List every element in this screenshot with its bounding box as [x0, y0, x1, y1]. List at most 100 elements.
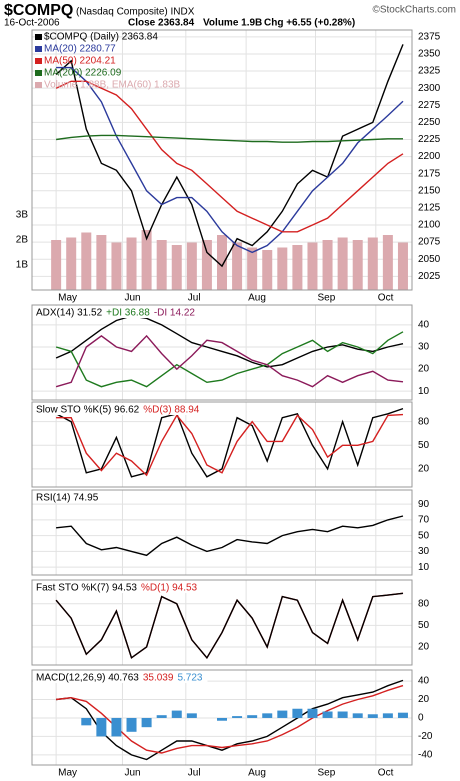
panel-border [31, 669, 413, 766]
bar [232, 716, 243, 718]
legend-label: %D(3) 88.94 [143, 405, 200, 416]
legend-label: MACD(12,26,9) 40.763 [36, 673, 139, 684]
legend-label: MA(50) 2204.21 [44, 56, 116, 67]
legend-swatch [35, 70, 42, 76]
line [55, 334, 404, 388]
bar [81, 717, 92, 726]
x-tick-label: Oct [378, 293, 394, 304]
bar [232, 242, 243, 290]
legend-swatch [35, 46, 42, 52]
y-tick-label: 2275 [418, 100, 441, 111]
legend-swatch [35, 58, 42, 64]
y-tick-label: -40 [418, 749, 433, 760]
line [55, 315, 404, 368]
y-tick-label: 2375 [418, 31, 441, 42]
y-tick-label: 30 [418, 342, 430, 353]
x-tick-label: Jun [124, 293, 140, 304]
y-tick-label: 2100 [418, 220, 441, 231]
x-tick-label: Aug [248, 293, 266, 304]
bar [337, 237, 348, 290]
bar [186, 242, 197, 290]
y-tick-label: 70 [418, 515, 430, 526]
y-tick-label: 50 [418, 440, 430, 451]
legend-label: +DI 36.88 [106, 308, 150, 319]
y-tick-label: 2225 [418, 134, 441, 145]
bar [141, 230, 152, 290]
close: Close 2363.84 [128, 18, 195, 29]
legend-label: MA(200) 2226.09 [44, 68, 122, 79]
y-tick-label: 2050 [418, 254, 441, 265]
bar [307, 708, 318, 718]
y-tick-label: 40 [418, 320, 430, 331]
y-tick-label: 2175 [418, 168, 441, 179]
panel-border [31, 29, 413, 291]
y-tick-label: 20 [418, 642, 430, 653]
legend-label: Slow STO %K(5) 96.62 [36, 405, 140, 416]
line [55, 44, 404, 268]
bar [156, 240, 167, 290]
legend-swatch [35, 34, 42, 40]
symbol: $COMPQ [4, 2, 73, 19]
y2-tick-label: 1B [16, 260, 29, 271]
bar [247, 715, 258, 718]
x-tick-label: Sep [317, 293, 335, 304]
panel-border [31, 489, 413, 576]
legend-label: %D(1) 94.53 [141, 583, 198, 594]
bar [201, 240, 212, 290]
bar [397, 242, 408, 290]
volume: Volume 1.9B [203, 18, 262, 29]
legend-bg [33, 671, 208, 683]
x-tick-label: May [58, 768, 77, 779]
legend-bg [33, 581, 203, 593]
bar [337, 711, 348, 718]
bar [96, 717, 107, 737]
bar [186, 713, 197, 718]
legend-bg [33, 306, 200, 318]
panel-frame [31, 304, 413, 401]
bar [322, 711, 333, 718]
x-tick-label: Aug [248, 768, 266, 779]
y-tick-label: 20 [418, 694, 430, 705]
line [56, 134, 403, 143]
panel-border [31, 401, 413, 488]
y-tick-label: 2350 [418, 49, 441, 60]
bar [352, 713, 363, 718]
x-tick-label: Jun [124, 768, 140, 779]
x-tick-label: May [58, 293, 77, 304]
bar [307, 242, 318, 290]
y-tick-label: 2325 [418, 66, 441, 77]
legend-swatch [35, 82, 42, 88]
bar [382, 235, 393, 290]
legend-label: MA(20) 2280.77 [44, 44, 116, 55]
y-tick-label: 20 [418, 464, 430, 475]
y-tick-label: 10 [418, 562, 430, 573]
legend-label: ADX(14) 31.52 [36, 308, 103, 319]
legend-label: $COMPQ (Daily) 2363.84 [44, 32, 158, 43]
line [55, 331, 404, 388]
bar [217, 717, 227, 721]
bar [66, 237, 77, 290]
y-tick-label: 20 [418, 364, 430, 375]
bar [96, 235, 107, 290]
credit: ©StockCharts.com [372, 5, 456, 16]
bar [262, 713, 273, 718]
y-tick-label: 2075 [418, 237, 441, 248]
y-tick-label: 2125 [418, 203, 441, 214]
y-tick-label: 40 [418, 676, 430, 687]
bar [277, 710, 288, 718]
y-tick-label: 30 [418, 546, 430, 557]
bar [262, 250, 273, 290]
y-tick-label: 90 [418, 499, 430, 510]
bar [111, 242, 122, 290]
line [56, 413, 404, 477]
line [55, 592, 404, 660]
date: 16-Oct-2006 [4, 18, 60, 29]
bar [81, 232, 92, 290]
y-tick-label: 50 [418, 530, 430, 541]
bar [126, 717, 137, 732]
line [55, 407, 404, 478]
panels: 2025205020752100212521502175220022252250… [16, 29, 441, 779]
legend-label: Volume 1.88B, EMA(60) 1.83B [44, 80, 181, 91]
legend-bg [33, 403, 205, 415]
